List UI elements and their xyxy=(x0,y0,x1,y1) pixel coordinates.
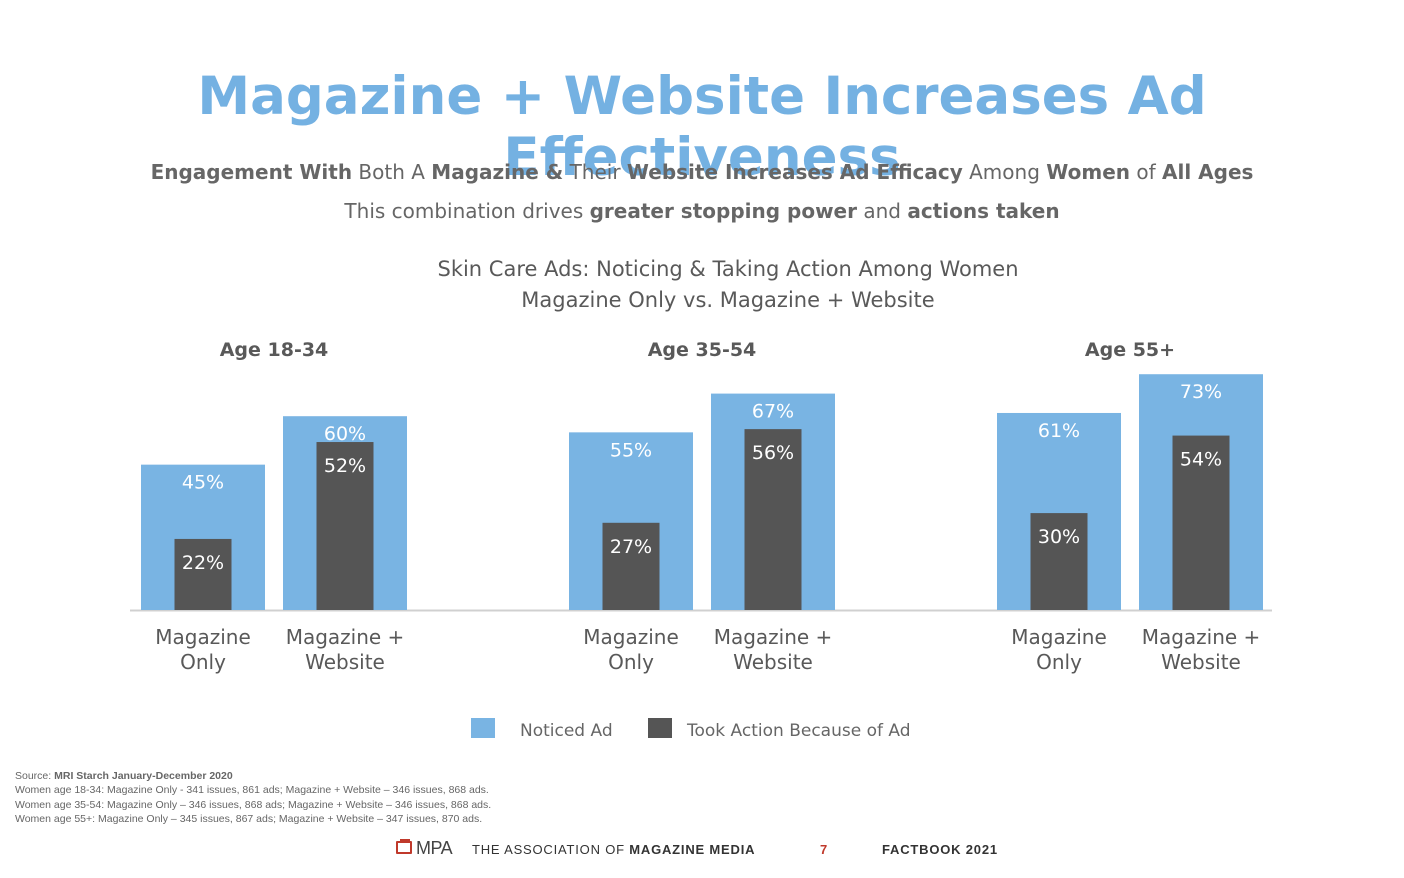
legend-swatch-noticed xyxy=(471,718,495,738)
chart-subtitle: Magazine Only vs. Magazine + Website xyxy=(521,288,935,312)
legend-label-action: Took Action Because of Ad xyxy=(687,721,911,741)
data-label-action: 52% xyxy=(324,455,366,477)
subtitle-line-1-run: Women xyxy=(1046,160,1130,184)
subtitle-line-1-run: Magazine & xyxy=(431,160,564,184)
bar-chart: Age 18-3445%22%MagazineOnly60%52%Magazin… xyxy=(130,339,1272,674)
chart-title: Skin Care Ads: Noticing & Taking Action … xyxy=(437,257,1019,281)
subtitle-line-2: This combination drives greater stopping… xyxy=(0,199,1404,223)
category-tick-label: Only xyxy=(180,650,226,674)
category-tick-label: Website xyxy=(1161,650,1241,674)
data-label-noticed: 60% xyxy=(324,423,366,445)
data-label-action: 27% xyxy=(610,536,652,558)
category-tick-label: Magazine + xyxy=(1142,625,1261,649)
category-tick-label: Magazine + xyxy=(714,625,833,649)
page-title: Magazine + Website Increases Ad Effectiv… xyxy=(197,66,1207,188)
data-label-noticed: 67% xyxy=(752,401,794,423)
bar-action xyxy=(1172,435,1230,610)
source-line: Women age 18-34: Magazine Only - 341 iss… xyxy=(15,784,489,797)
category-tick-label: Magazine xyxy=(1011,625,1107,649)
subtitle-line-2-run: This combination drives xyxy=(344,199,590,223)
bar-action xyxy=(744,429,802,610)
mpa-logo-icon xyxy=(396,839,412,854)
data-label-action: 22% xyxy=(182,552,224,574)
mpa-logo-text: MPA xyxy=(416,838,453,858)
data-label-action: 30% xyxy=(1038,526,1080,548)
legend-swatch-action xyxy=(648,718,672,738)
category-tick-label: Magazine xyxy=(583,625,679,649)
subtitle-line-1-run: All Ages xyxy=(1162,160,1254,184)
association-name: THE ASSOCIATION OF MAGAZINE MEDIA xyxy=(472,842,756,857)
category-tick-label: Only xyxy=(1036,650,1082,674)
source-line: Women age 35-54: Magazine Only – 346 iss… xyxy=(15,798,492,811)
data-label-noticed: 73% xyxy=(1180,381,1222,403)
subtitle-line-1-run: Their xyxy=(563,160,627,184)
bar-action xyxy=(174,538,232,610)
category-tick-label: Website xyxy=(733,650,813,674)
subtitle-line-1-run: of xyxy=(1130,160,1162,184)
data-label-noticed: 45% xyxy=(182,472,224,494)
bar-action xyxy=(1030,513,1088,610)
bar-action xyxy=(602,522,660,610)
subtitle-line-2-run: and xyxy=(856,199,908,223)
data-label-noticed: 55% xyxy=(610,439,652,461)
source-title: Source: MRI Starch January-December 2020 xyxy=(15,770,233,782)
factbook-label: FACTBOOK 2021 xyxy=(882,842,998,857)
group-label: Age 35-54 xyxy=(648,339,757,361)
data-label-action: 54% xyxy=(1180,449,1222,471)
subtitle-line-1-run: Website Increases Ad Efficacy xyxy=(626,160,963,184)
page-number: 7 xyxy=(820,842,828,857)
category-tick-label: Website xyxy=(305,650,385,674)
bar-action xyxy=(316,442,374,610)
data-label-action: 56% xyxy=(752,442,794,464)
data-label-noticed: 61% xyxy=(1038,420,1080,442)
group-label: Age 55+ xyxy=(1085,339,1175,361)
chart-legend: Noticed Ad Took Action Because of Ad xyxy=(0,718,1404,742)
category-tick-label: Magazine xyxy=(155,625,251,649)
subtitle-line-1: Engagement With Both A Magazine & Their … xyxy=(0,160,1404,184)
source-line: Women age 55+: Magazine Only – 345 issue… xyxy=(15,812,483,825)
legend-label-noticed: Noticed Ad xyxy=(520,721,613,741)
category-tick-label: Only xyxy=(608,650,654,674)
subtitle-line-1-run: Among xyxy=(962,160,1047,184)
source-note: Source: MRI Starch January-December 2020… xyxy=(15,769,491,826)
subtitle-line-2-run: greater stopping power xyxy=(589,199,857,223)
subtitle-line-2-run: actions taken xyxy=(907,199,1060,223)
group-label: Age 18-34 xyxy=(220,339,329,361)
category-tick-label: Magazine + xyxy=(286,625,405,649)
subtitle-line-1-run: Engagement With xyxy=(150,160,353,184)
subtitle-line-1-run: Both A xyxy=(352,160,432,184)
